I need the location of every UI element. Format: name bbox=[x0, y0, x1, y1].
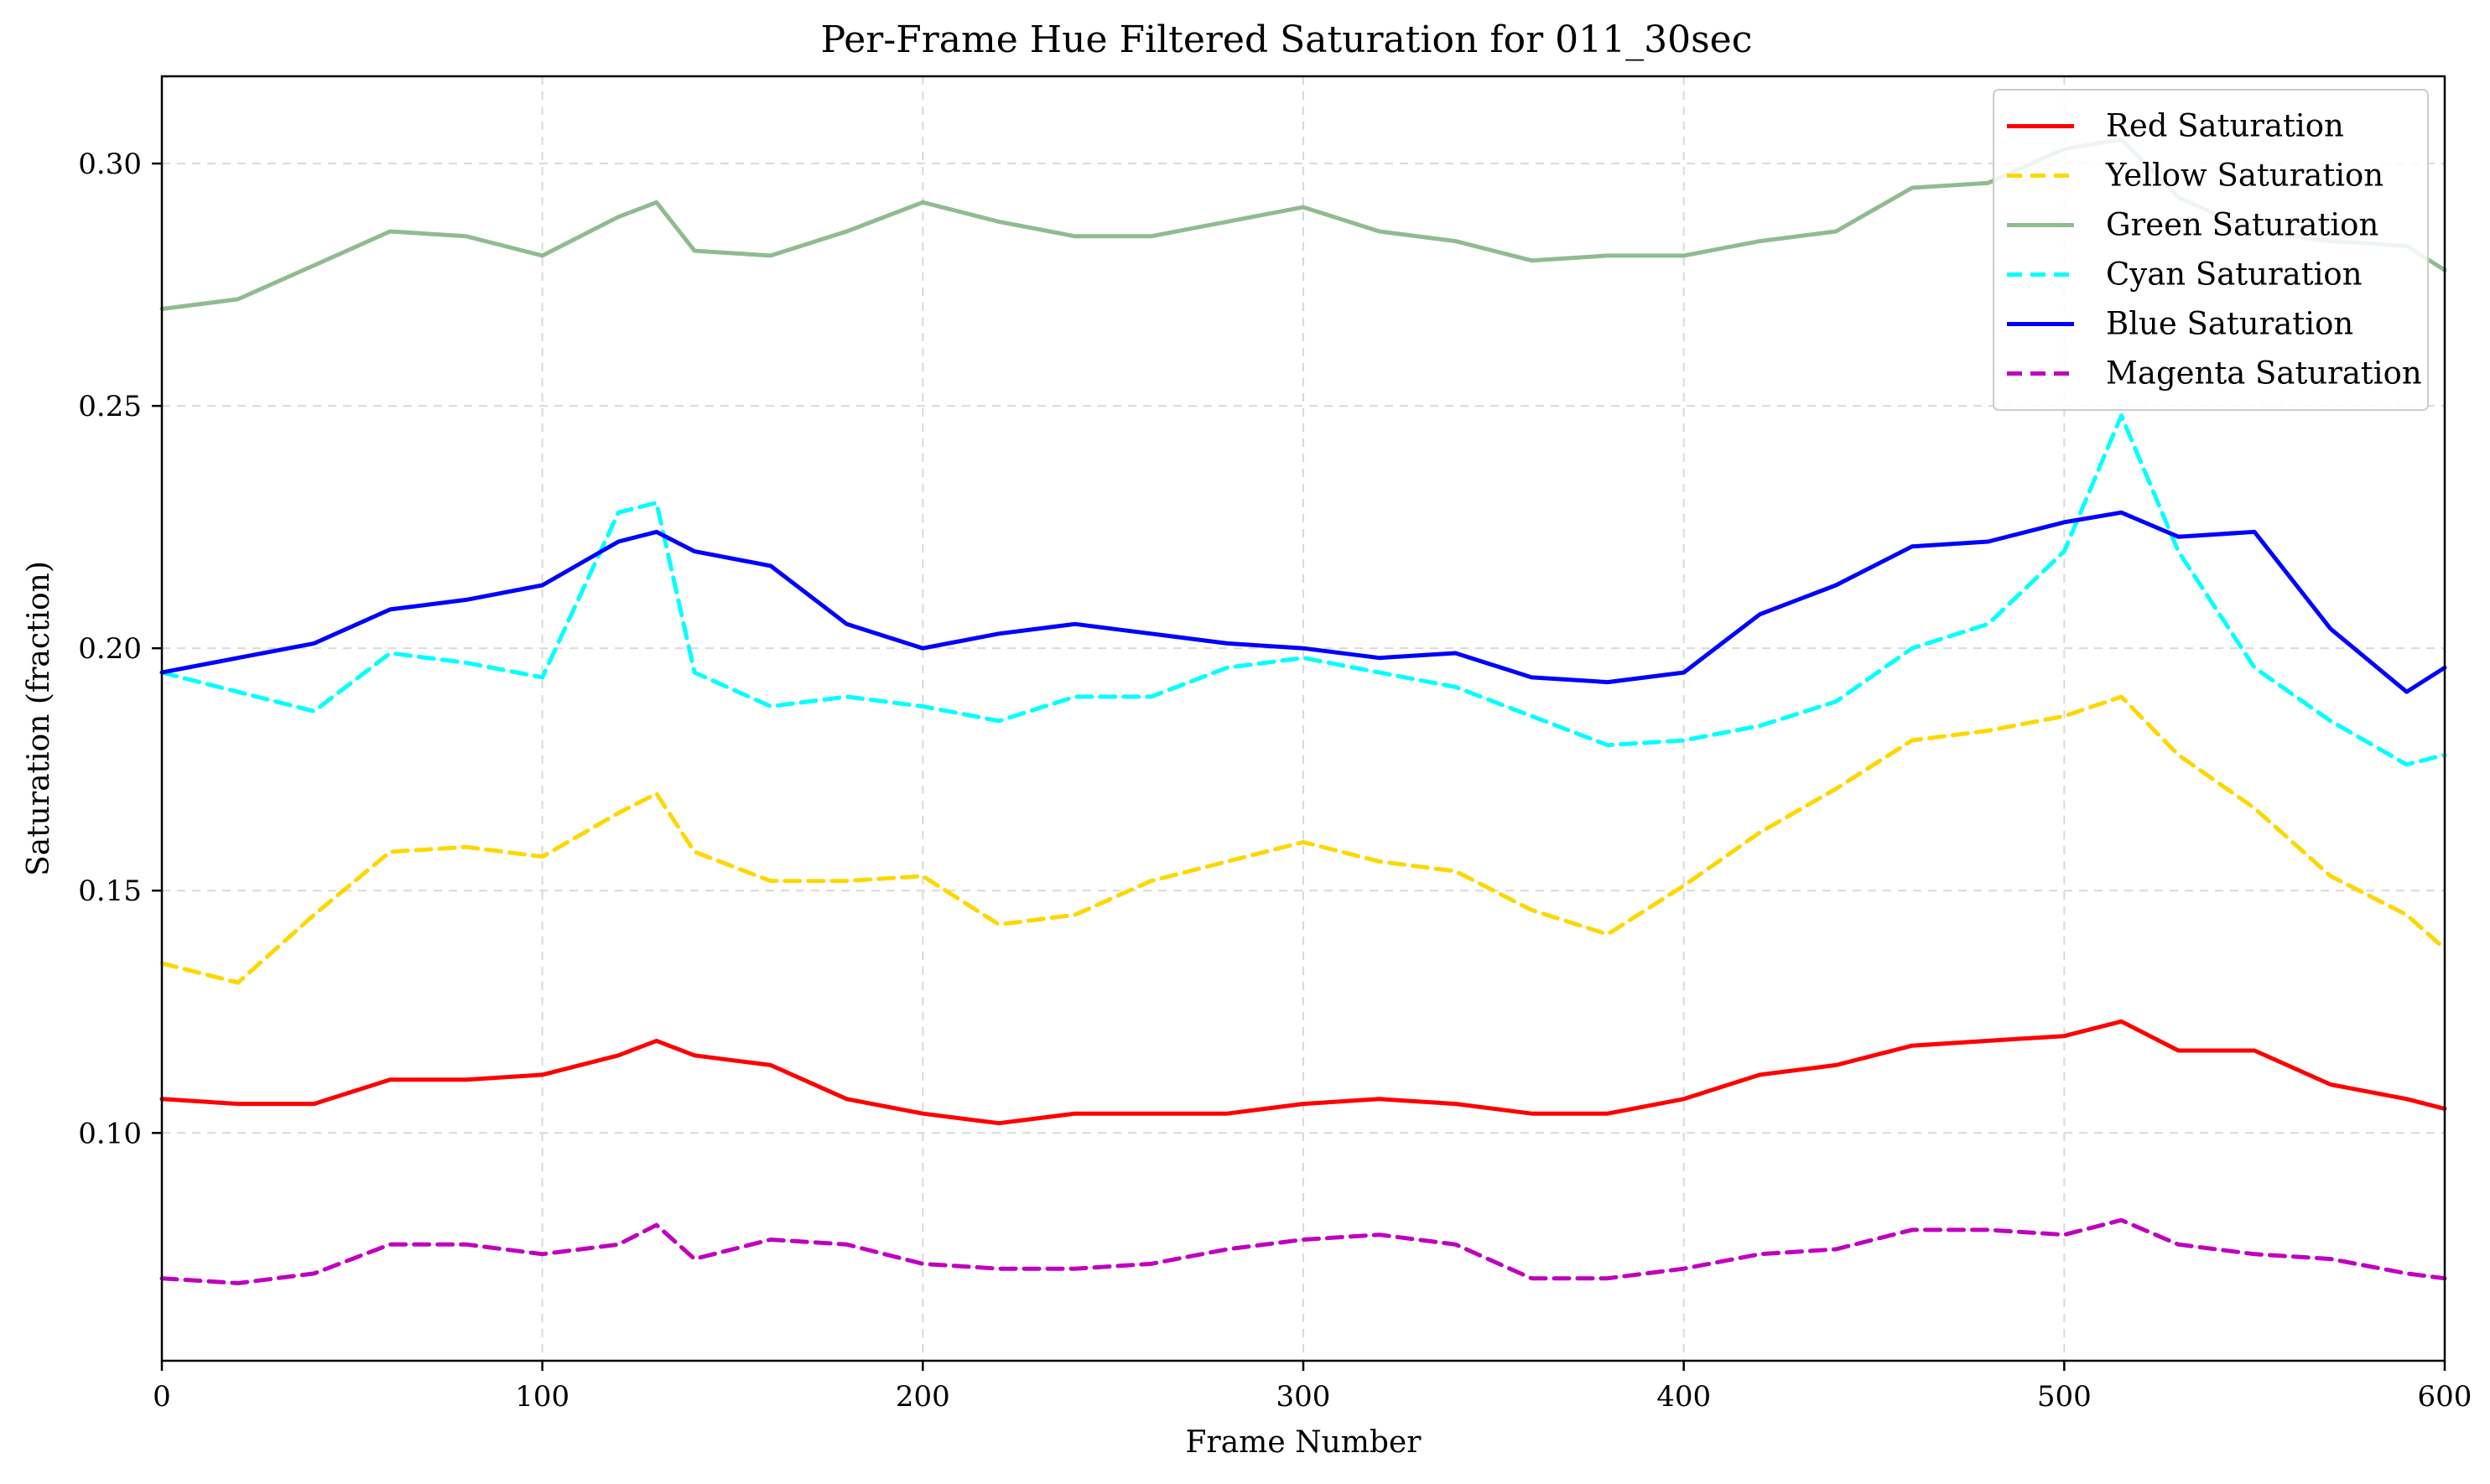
legend-label-yellow-saturation: Yellow Saturation bbox=[2105, 158, 2383, 194]
y-tick-label: 0.10 bbox=[78, 1117, 142, 1150]
y-tick-label: 0.15 bbox=[78, 874, 142, 908]
y-tick-label: 0.25 bbox=[78, 390, 142, 423]
y-tick-label: 0.30 bbox=[78, 148, 142, 181]
axis-ticks: 0 100 200 300 400 500 600 0.10 0.15 0.20 0.25 0.30 bbox=[78, 148, 2472, 1414]
x-tick-label: 100 bbox=[515, 1380, 569, 1414]
legend: Red Saturation Yellow Saturation Green Sat… bbox=[1993, 89, 2429, 411]
y-axis-label: Saturation (fraction) bbox=[22, 561, 56, 876]
legend-label-blue-saturation: Blue Saturation bbox=[2106, 306, 2353, 342]
chart-title: Per-Frame Hue Filtered Saturation for 01… bbox=[821, 18, 1753, 61]
legend-label-green-saturation: Green Saturation bbox=[2106, 207, 2378, 243]
legend-box bbox=[1993, 89, 2429, 411]
legend-label-magenta-saturation: Magenta Saturation bbox=[2106, 355, 2422, 392]
x-tick-label: 300 bbox=[1276, 1380, 1331, 1414]
red-saturation-line bbox=[159, 1019, 2447, 1126]
plot-area bbox=[159, 137, 2447, 1285]
yellow-saturation-line bbox=[159, 694, 2447, 985]
x-tick-label: 0 bbox=[153, 1380, 171, 1414]
legend-label-cyan-saturation: Cyan Saturation bbox=[2106, 257, 2363, 293]
x-tick-label: 400 bbox=[1656, 1380, 1711, 1414]
x-tick-label: 500 bbox=[2037, 1380, 2092, 1414]
cyan-saturation-line bbox=[159, 413, 2447, 767]
x-tick-label: 200 bbox=[896, 1380, 950, 1414]
x-tick-label: 600 bbox=[2418, 1380, 2472, 1414]
x-axis-label: Frame Number bbox=[1186, 1425, 1422, 1460]
legend-label-red-saturation: Red Saturation bbox=[2106, 108, 2344, 144]
y-tick-label: 0.20 bbox=[78, 632, 142, 666]
blue-saturation-line bbox=[159, 510, 2447, 694]
magenta-saturation-line bbox=[159, 1217, 2447, 1285]
